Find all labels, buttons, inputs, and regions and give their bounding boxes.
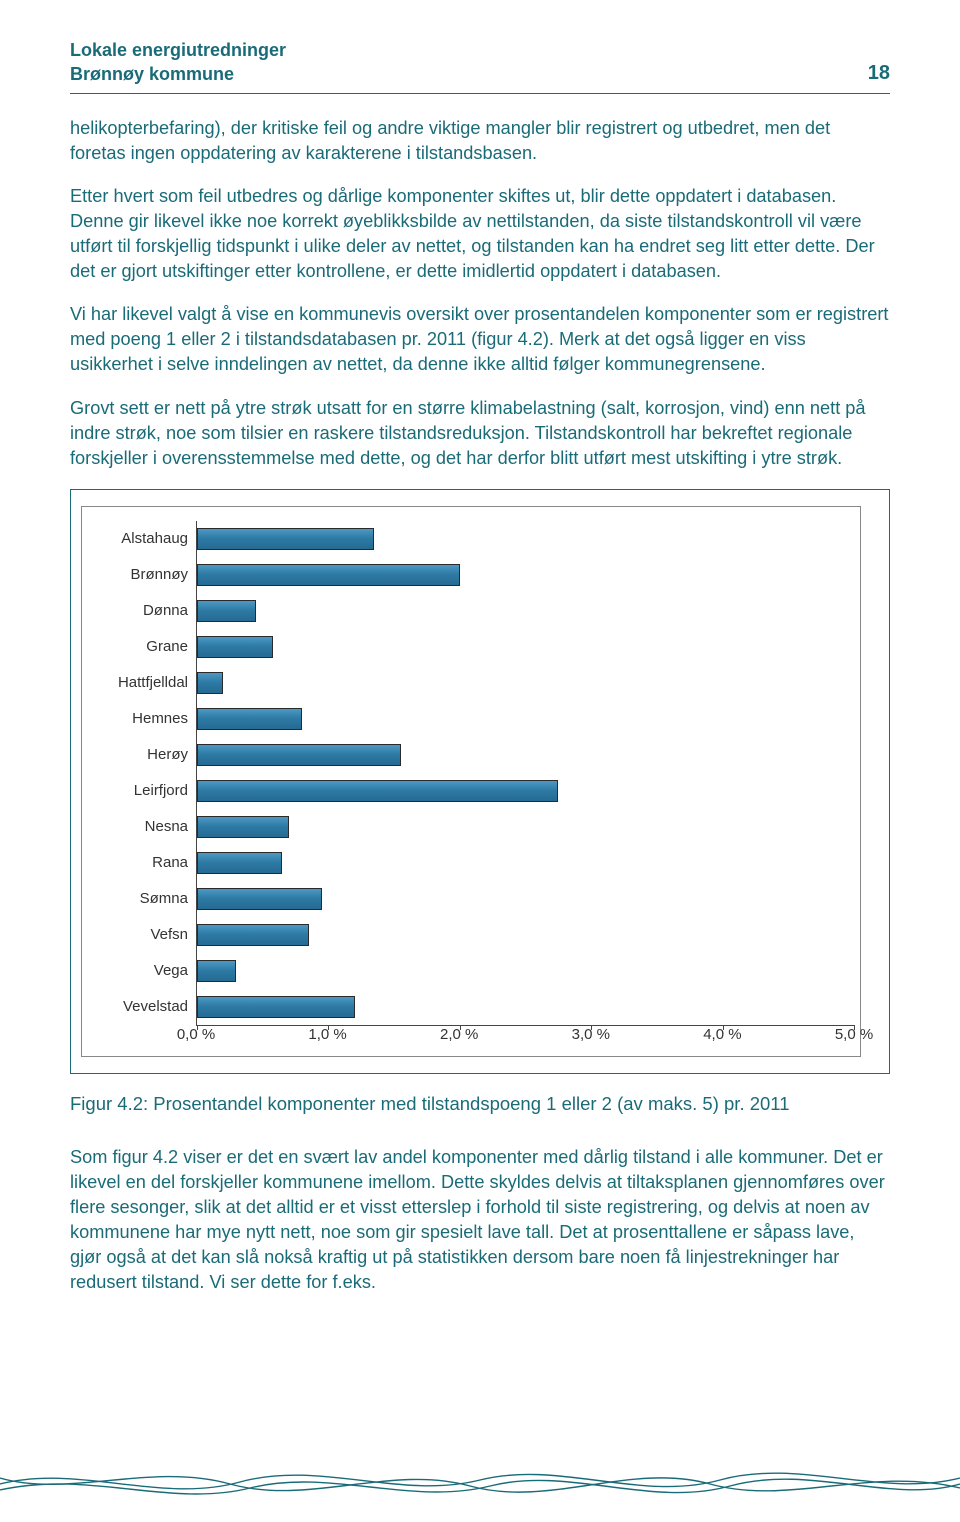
paragraph-5: Som figur 4.2 viser er det en svært lav … <box>70 1145 890 1296</box>
chart-y-labels: AlstahaugBrønnøyDønnaGraneHattfjelldalHe… <box>88 521 196 1026</box>
page-number: 18 <box>868 60 890 87</box>
chart-bar <box>197 996 355 1018</box>
chart-x-tick-label: 2,0 % <box>440 1026 478 1043</box>
chart-bar-row <box>197 557 854 593</box>
chart-bar-row <box>197 809 854 845</box>
chart-bar-row <box>197 881 854 917</box>
chart-bar <box>197 708 302 730</box>
chart-bar-row <box>197 989 854 1025</box>
chart-category-label: Sømna <box>88 881 196 917</box>
chart-bar <box>197 924 309 946</box>
chart-bars <box>196 521 854 1026</box>
chart-bar <box>197 852 282 874</box>
chart-bar <box>197 564 460 586</box>
figure-caption: Figur 4.2: Prosentandel komponenter med … <box>70 1092 890 1117</box>
chart-category-label: Hemnes <box>88 701 196 737</box>
header-rule <box>70 93 890 94</box>
chart-category-label: Hattfjelldal <box>88 665 196 701</box>
chart-x-tick-label: 1,0 % <box>308 1026 346 1043</box>
chart-category-label: Alstahaug <box>88 521 196 557</box>
chart-x-axis: 0,0 %1,0 %2,0 %3,0 %4,0 %5,0 % <box>196 1026 854 1050</box>
chart-bar <box>197 672 223 694</box>
chart-bar <box>197 528 374 550</box>
header-line1: Lokale energiutredninger <box>70 38 286 62</box>
paragraph-4: Grovt sett er nett på ytre strøk utsatt … <box>70 396 890 471</box>
chart-bar-row <box>197 953 854 989</box>
chart-bar-row <box>197 773 854 809</box>
paragraph-2: Etter hvert som feil utbedres og dårlige… <box>70 184 890 284</box>
page-header: Lokale energiutredninger Brønnøy kommune… <box>70 38 890 87</box>
chart-bar-row <box>197 701 854 737</box>
chart-bar-row <box>197 665 854 701</box>
chart-bar <box>197 960 236 982</box>
chart-category-label: Vefsn <box>88 917 196 953</box>
chart-plot-area: AlstahaugBrønnøyDønnaGraneHattfjelldalHe… <box>81 506 861 1057</box>
chart-bar-row <box>197 593 854 629</box>
chart-x-tick-label: 5,0 % <box>835 1026 873 1043</box>
chart-category-label: Dønna <box>88 593 196 629</box>
chart-category-label: Leirfjord <box>88 773 196 809</box>
header-line2: Brønnøy kommune <box>70 62 286 86</box>
chart-category-label: Brønnøy <box>88 557 196 593</box>
chart-category-label: Nesna <box>88 809 196 845</box>
chart-bar <box>197 600 256 622</box>
chart-category-label: Herøy <box>88 737 196 773</box>
chart-bar <box>197 744 401 766</box>
paragraph-1: helikopterbefaring), der kritiske feil o… <box>70 116 890 166</box>
chart-bar-row <box>197 845 854 881</box>
chart-category-label: Rana <box>88 845 196 881</box>
chart-bar <box>197 636 273 658</box>
chart-x-tick-label: 3,0 % <box>572 1026 610 1043</box>
chart-bar-row <box>197 737 854 773</box>
chart-bar-row <box>197 629 854 665</box>
chart-x-tick-label: 4,0 % <box>703 1026 741 1043</box>
chart-category-label: Vevelstad <box>88 989 196 1025</box>
chart-bar <box>197 888 322 910</box>
chart-frame: AlstahaugBrønnøyDønnaGraneHattfjelldalHe… <box>70 489 890 1074</box>
chart-category-label: Vega <box>88 953 196 989</box>
chart-category-label: Grane <box>88 629 196 665</box>
footer-waves <box>0 1454 960 1508</box>
chart-bar <box>197 816 289 838</box>
chart-bar-row <box>197 917 854 953</box>
paragraph-3: Vi har likevel valgt å vise en kommunevi… <box>70 302 890 377</box>
chart-x-tick-label: 0,0 % <box>177 1026 215 1043</box>
chart-bar <box>197 780 558 802</box>
chart-bar-row <box>197 521 854 557</box>
header-title: Lokale energiutredninger Brønnøy kommune <box>70 38 286 87</box>
